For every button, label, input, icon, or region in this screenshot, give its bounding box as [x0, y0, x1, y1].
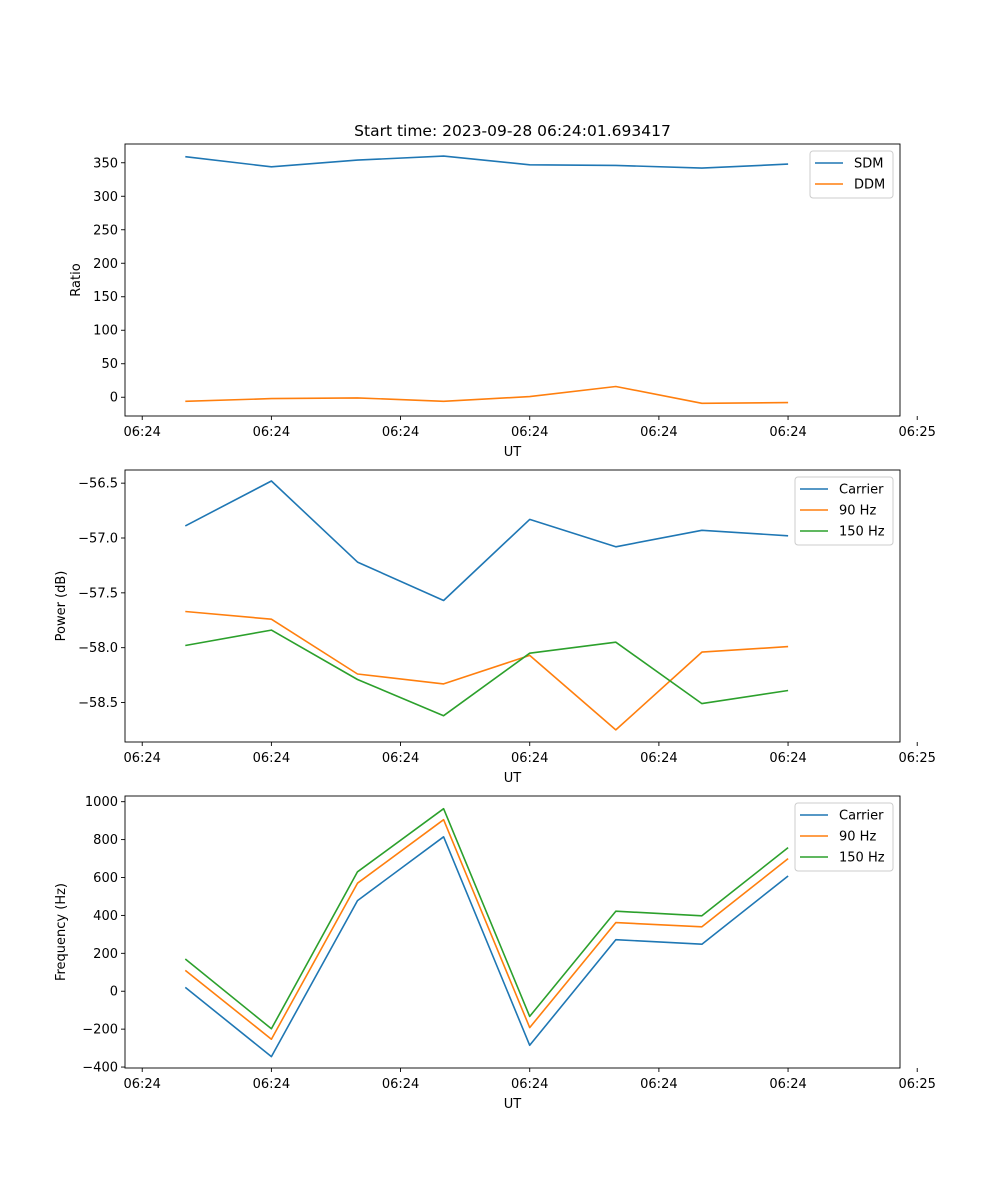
- power-legend-box: [794, 476, 894, 546]
- ratio-y-tick-label: 50: [101, 357, 118, 372]
- ratio-x-tick-label: 06:24: [769, 425, 806, 440]
- frequency-x-tick-label: 06:24: [769, 1077, 806, 1092]
- power-legend-label: 90 Hz: [839, 504, 876, 519]
- ratio-y-axis-label: Ratio: [69, 263, 84, 296]
- power-y-tick-label: −57.0: [78, 532, 118, 547]
- frequency-x-tick-label: 06:24: [511, 1077, 548, 1092]
- ratio-x-tick-label: 06:24: [123, 425, 160, 440]
- ratio-legend: SDM DDM: [809, 150, 894, 199]
- frequency-series-90-hz-line: [184, 818, 789, 1040]
- power-series-150-hz-line: [185, 629, 789, 717]
- frequency-series-carrier-line: [184, 835, 789, 1058]
- power-panel: 06:24 06:24 06:24 06:24 06:24 06:24 06:25 −58.5…: [54, 469, 936, 786]
- ratio-legend-label: DDM: [854, 178, 885, 193]
- power-x-tick-label: 06:24: [123, 751, 160, 766]
- ratio-x-axis-label: UT: [504, 445, 522, 460]
- frequency-legend-label: 150 Hz: [839, 851, 885, 866]
- ratio-x-tick-label: 06:24: [253, 425, 290, 440]
- power-x-tick-label: 06:24: [511, 751, 548, 766]
- ratio-y-tick-label: 100: [93, 324, 118, 339]
- ratio-x-tick-label: 06:24: [382, 425, 419, 440]
- frequency-y-axis-label: Frequency (Hz): [54, 883, 69, 981]
- frequency-x-tick-label: 06:24: [123, 1077, 160, 1092]
- ratio-series-ddm-line: [185, 385, 789, 405]
- frequency-legend-box: [794, 802, 894, 872]
- frequency-y-tick-label: −400: [82, 1061, 118, 1076]
- frequency-panel: 06:24 06:24 06:24 06:24 06:24 06:24 06:25 −400 −…: [54, 795, 936, 1112]
- figure-title: Start time: 2023-09-28 06:24:01.693417: [354, 122, 671, 140]
- ratio-axes-frame: [124, 143, 901, 417]
- power-x-axis-label: UT: [504, 771, 522, 786]
- frequency-x-axis-label: UT: [504, 1097, 522, 1112]
- ratio-y-tick-label: 150: [93, 290, 118, 305]
- frequency-legend: Carrier 90 Hz 150 Hz: [794, 802, 894, 872]
- ratio-y-tick-label: 350: [93, 156, 118, 171]
- power-x-tick-label: 06:24: [253, 751, 290, 766]
- ratio-y-tick-label: 250: [93, 223, 118, 238]
- frequency-axes-frame: [124, 795, 901, 1069]
- power-legend-label: 150 Hz: [839, 525, 885, 540]
- frequency-y-tick-label: 600: [93, 871, 118, 886]
- ratio-series-sdm-line: [185, 155, 789, 169]
- ratio-panel: 06:24 06:24 06:24 06:24 06:24 06:24 06:25 0 50 10…: [69, 143, 936, 460]
- power-legend-label: Carrier: [839, 483, 884, 498]
- ratio-x-tick-label: 06:24: [511, 425, 548, 440]
- frequency-x-tick-label: 06:24: [253, 1077, 290, 1092]
- power-y-tick-label: −58.5: [78, 696, 118, 711]
- ratio-legend-label: SDM: [854, 157, 883, 172]
- ratio-y-tick-label: 200: [93, 257, 118, 272]
- power-y-tick-label: −57.5: [78, 586, 118, 601]
- frequency-y-tick-label: 1000: [85, 795, 118, 810]
- frequency-x-tick-label: 06:24: [382, 1077, 419, 1092]
- frequency-y-tick-label: −200: [82, 1023, 118, 1038]
- power-x-tick-label: 06:24: [640, 751, 677, 766]
- power-legend: Carrier 90 Hz 150 Hz: [794, 476, 894, 546]
- power-x-tick-label: 06:25: [898, 751, 935, 766]
- frequency-legend-label: 90 Hz: [839, 830, 876, 845]
- power-y-tick-label: −56.5: [78, 477, 118, 492]
- frequency-y-tick-label: 800: [93, 833, 118, 848]
- frequency-legend-label: Carrier: [839, 809, 884, 824]
- power-y-tick-label: −58.0: [78, 641, 118, 656]
- frequency-x-tick-label: 06:24: [640, 1077, 677, 1092]
- power-y-axis-label: Power (dB): [54, 571, 69, 642]
- frequency-y-tick-label: 0: [110, 985, 118, 1000]
- power-x-tick-label: 06:24: [382, 751, 419, 766]
- power-series-carrier-line: [184, 480, 789, 602]
- frequency-x-tick-label: 06:25: [898, 1077, 935, 1092]
- ratio-y-tick-label: 300: [93, 190, 118, 205]
- power-series-90-hz-line: [185, 610, 789, 731]
- power-x-tick-label: 06:24: [769, 751, 806, 766]
- ratio-x-tick-label: 06:24: [640, 425, 677, 440]
- frequency-y-tick-label: 200: [93, 947, 118, 962]
- power-axes-frame: [124, 469, 901, 743]
- ratio-y-tick-label: 0: [110, 391, 118, 406]
- ratio-x-tick-label: 06:25: [898, 425, 935, 440]
- frequency-y-tick-label: 400: [93, 909, 118, 924]
- frequency-series-150-hz-line: [184, 807, 789, 1030]
